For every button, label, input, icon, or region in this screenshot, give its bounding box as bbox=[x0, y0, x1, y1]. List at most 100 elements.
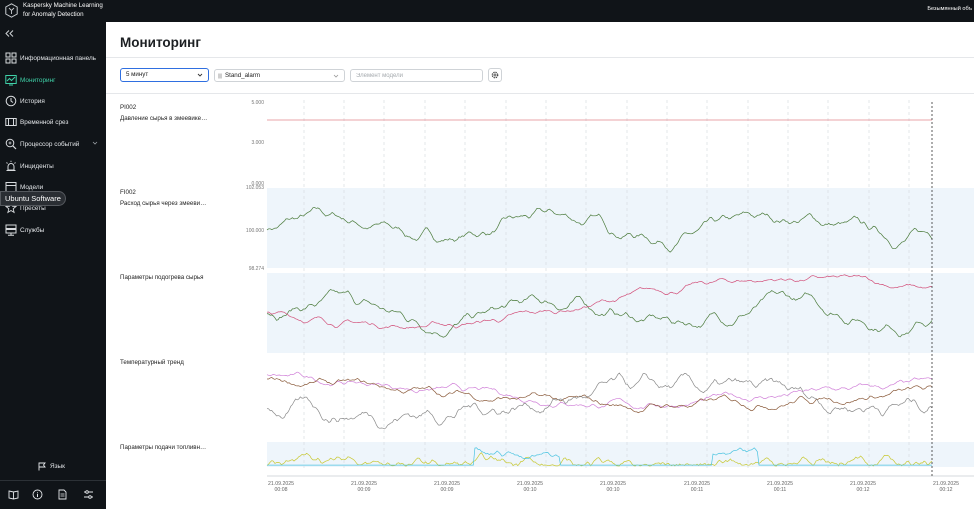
app-tooltip: Ubuntu Software bbox=[0, 191, 66, 206]
panel-band bbox=[267, 442, 974, 467]
interval-select[interactable]: 5 минут bbox=[120, 68, 209, 82]
history-icon bbox=[5, 95, 17, 107]
language-button[interactable]: Язык bbox=[38, 462, 65, 471]
user-name[interactable]: Безымянный объ bbox=[927, 6, 972, 12]
dashboard-icon bbox=[5, 52, 17, 64]
element-model-input[interactable] bbox=[350, 69, 483, 82]
x-tick-time: 00:12 bbox=[940, 487, 953, 493]
series-fi002-line bbox=[266, 207, 933, 253]
double-chevron-left-icon bbox=[5, 30, 14, 37]
sidebar-item-event-processor[interactable]: Процессор событий bbox=[0, 135, 106, 153]
stand-select[interactable]: Stand_alarm bbox=[214, 69, 345, 82]
x-tick-date: 21.09.2025 bbox=[850, 481, 876, 487]
sidebar-item-label: Службы bbox=[20, 226, 45, 234]
x-tick-time: 00:10 bbox=[524, 487, 537, 493]
x-tick-time: 00:11 bbox=[774, 487, 787, 493]
y-tick-label: 100.000 bbox=[246, 228, 264, 234]
panel-title-fi002: FI002 bbox=[120, 189, 136, 196]
x-tick-time: 00:12 bbox=[857, 487, 870, 493]
series-temp-brown-line bbox=[267, 377, 933, 414]
y-tick-label: 102.053 bbox=[246, 185, 264, 191]
sidebar-item-services[interactable]: Службы bbox=[0, 221, 106, 239]
brand[interactable]: Kaspersky Machine Learning for Anomaly D… bbox=[0, 0, 106, 22]
panel-title-heating: Параметры подогрева сырья bbox=[120, 274, 204, 281]
sidebar-item-label: Инциденты bbox=[20, 162, 54, 170]
x-tick-time: 00:11 bbox=[691, 487, 704, 493]
sliders-icon[interactable] bbox=[83, 489, 94, 500]
x-tick-date: 21.09.2025 bbox=[268, 481, 294, 487]
series-fuel-yellow-line bbox=[266, 452, 933, 467]
sidebar-item-label: Модели bbox=[20, 183, 44, 191]
x-tick-time: 00:08 bbox=[275, 487, 288, 493]
info-icon[interactable] bbox=[32, 489, 43, 500]
panel-band bbox=[267, 188, 974, 268]
interval-value: 5 минут bbox=[126, 71, 149, 78]
x-tick-date: 21.09.2025 bbox=[600, 481, 626, 487]
panel-subtitle-fi002: Расход сырья через змееви… bbox=[120, 200, 207, 207]
sidebar-divider bbox=[0, 480, 106, 481]
page-title: Мониторинг bbox=[120, 35, 201, 50]
x-tick-time: 00:09 bbox=[358, 487, 371, 493]
header-divider bbox=[106, 57, 974, 58]
chevron-down-icon bbox=[197, 73, 203, 77]
panel-title-temperature: Температурный тренд bbox=[120, 359, 184, 366]
sidebar-item-presets[interactable]: Пресеты bbox=[0, 199, 106, 217]
series-temp-magenta-line bbox=[266, 371, 933, 410]
chevron-down-icon bbox=[92, 141, 98, 145]
sidebar-item-time-slice[interactable]: Временной срез bbox=[0, 113, 106, 131]
sidebar-item-label: Пресеты bbox=[20, 204, 46, 212]
sidebar-item-label: Процессор событий bbox=[20, 140, 80, 148]
x-tick-date: 21.09.2025 bbox=[684, 481, 710, 487]
x-tick-date: 21.09.2025 bbox=[767, 481, 793, 487]
kaspersky-logo-icon bbox=[5, 3, 18, 18]
list-icon bbox=[218, 73, 222, 79]
settings-button[interactable] bbox=[488, 68, 502, 82]
y-tick-label: 0.000 bbox=[251, 181, 264, 187]
sidebar-item-monitoring[interactable]: Мониторинг bbox=[0, 71, 106, 89]
x-tick-time: 00:10 bbox=[607, 487, 620, 493]
presets-icon bbox=[5, 202, 17, 214]
series-temp-gray-line bbox=[266, 372, 933, 430]
gear-icon bbox=[491, 71, 499, 79]
x-tick-date: 21.09.2025 bbox=[517, 481, 543, 487]
x-tick-date: 21.09.2025 bbox=[351, 481, 377, 487]
panel-title-pi002: PI002 bbox=[120, 104, 137, 111]
flag-icon bbox=[38, 462, 46, 471]
document-icon[interactable] bbox=[57, 489, 68, 500]
y-tick-label: 5.000 bbox=[251, 100, 264, 106]
sidebar-item-label: История bbox=[20, 97, 45, 105]
panel-band bbox=[267, 273, 974, 353]
monitoring-icon bbox=[5, 75, 17, 86]
series-heating-green-line bbox=[266, 289, 933, 338]
chevron-down-icon bbox=[333, 74, 339, 78]
book-icon[interactable] bbox=[8, 489, 19, 500]
sidebar-item-history[interactable]: История bbox=[0, 92, 106, 110]
toolbar-divider bbox=[106, 93, 974, 94]
services-icon bbox=[5, 224, 17, 236]
x-tick-date: 21.09.2025 bbox=[933, 481, 959, 487]
panel-title-fuel: Параметры подачи топливн… bbox=[120, 444, 207, 451]
sidebar-item-label: Мониторинг bbox=[20, 76, 56, 84]
series-heating-pink-line bbox=[266, 274, 933, 329]
sidebar-item-incidents[interactable]: Инциденты bbox=[0, 157, 106, 175]
sidebar-item-label: Временной срез bbox=[20, 118, 69, 126]
brand-line1: Kaspersky Machine Learning bbox=[23, 2, 103, 9]
series-fuel-cyan-line bbox=[267, 447, 932, 466]
stand-value: Stand_alarm bbox=[225, 72, 261, 79]
x-tick-date: 21.09.2025 bbox=[434, 481, 460, 487]
y-tick-label: 98.274 bbox=[249, 266, 265, 272]
time-slice-icon bbox=[5, 118, 17, 126]
top-bar: Безымянный объ bbox=[106, 0, 974, 22]
sidebar: Kaspersky Machine Learning for Anomaly D… bbox=[0, 0, 106, 509]
brand-line2: for Anomaly Detection bbox=[23, 10, 84, 18]
sidebar-item-dashboard[interactable]: Информационная панель bbox=[0, 49, 106, 67]
brand-name: Kaspersky Machine Learning for Anomaly D… bbox=[23, 2, 103, 19]
sidebar-item-label: Информационная панель bbox=[20, 54, 97, 62]
x-tick-time: 00:09 bbox=[441, 487, 454, 493]
y-tick-label: 3.000 bbox=[251, 140, 264, 146]
incidents-icon bbox=[6, 160, 16, 171]
sidebar-footer bbox=[0, 489, 106, 503]
collapse-sidebar-button[interactable] bbox=[5, 29, 14, 39]
language-label: Язык bbox=[50, 463, 65, 470]
